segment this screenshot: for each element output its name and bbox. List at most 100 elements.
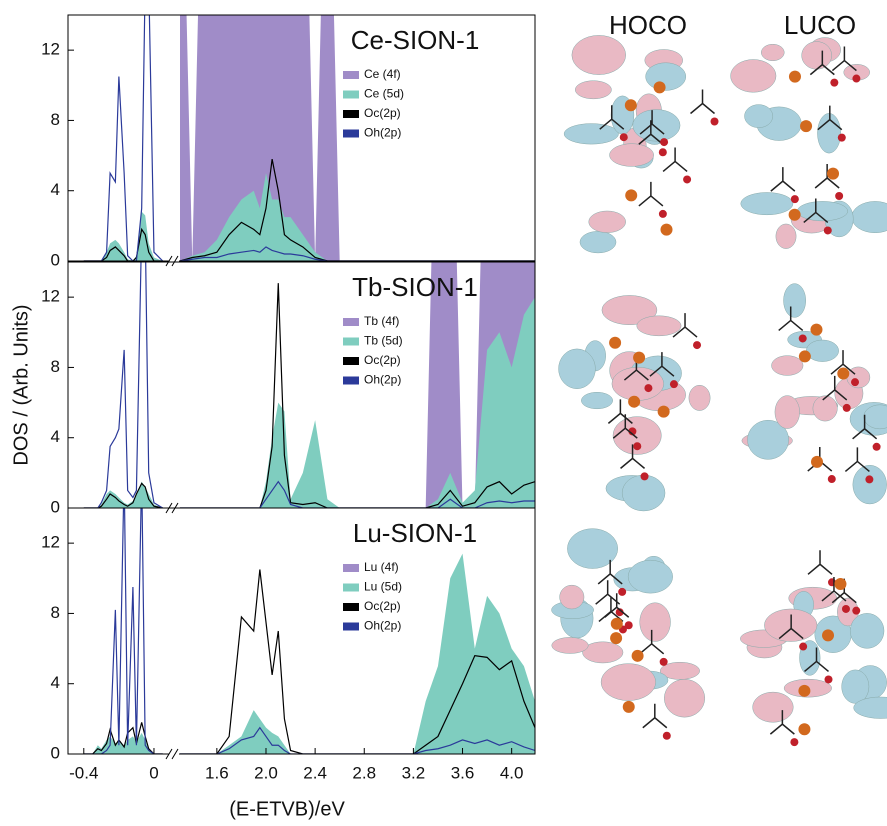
axis-break-gap <box>169 257 179 265</box>
orbital-lobe <box>863 404 887 430</box>
orbital-lobe <box>588 210 626 233</box>
bond <box>803 198 829 224</box>
bond <box>778 614 804 640</box>
y-tick-label: 8 <box>51 603 60 622</box>
orbital-lobe <box>582 641 624 664</box>
dos-area <box>83 732 163 754</box>
orbital-lobe <box>571 35 626 75</box>
orbital-header: HOCO <box>609 10 687 40</box>
bond <box>844 447 870 472</box>
bond <box>822 375 848 401</box>
bond <box>814 163 840 189</box>
plot-area <box>83 508 535 754</box>
dos-line <box>83 482 163 508</box>
legend-label: Tb (5d) <box>364 334 403 348</box>
orbital-lobe <box>627 559 673 594</box>
orbital-lobe <box>567 528 618 569</box>
legend-label: Oc(2p) <box>364 106 401 120</box>
metal-atom <box>610 632 623 645</box>
bond <box>638 181 664 207</box>
orbital-lobe <box>621 474 666 512</box>
orbital-lobe <box>853 696 887 719</box>
metal-atom <box>837 367 850 380</box>
bond <box>778 306 804 332</box>
y-tick-label: 4 <box>51 673 60 692</box>
y-tick-label: 4 <box>51 180 60 199</box>
orbital-lobe <box>609 143 654 167</box>
x-tick-label: 3.6 <box>451 763 475 782</box>
dos-area <box>83 211 163 261</box>
dos-area <box>83 481 163 508</box>
plot-area <box>83 262 535 508</box>
orbital-lobe <box>744 104 774 128</box>
atom <box>615 608 624 617</box>
orbital-lobe <box>601 295 658 325</box>
metal-atom <box>798 723 811 736</box>
atom <box>852 74 861 83</box>
dos-line <box>179 158 535 261</box>
metal-atom <box>798 350 811 363</box>
orbital-lobe <box>639 602 671 642</box>
orbital-lobe <box>559 584 585 610</box>
bond <box>642 703 668 729</box>
legend-swatch <box>343 71 359 79</box>
bond <box>597 559 623 585</box>
legend-label: Oh(2p) <box>364 619 401 633</box>
orbital-lobe <box>775 223 797 249</box>
atom <box>659 657 668 666</box>
bond <box>662 147 688 173</box>
bond <box>672 313 698 338</box>
axis-break-gap <box>169 750 179 758</box>
orbital-lobe <box>761 43 785 61</box>
metal-atom <box>625 189 638 202</box>
orbital-lobe <box>688 384 711 411</box>
dos-line <box>83 262 164 508</box>
orbital-header: LUCO <box>784 10 856 40</box>
x-tick-label: 2.0 <box>254 763 278 782</box>
bond <box>620 444 646 469</box>
orbital-image <box>563 35 719 254</box>
orbital-lobe <box>581 392 613 410</box>
orbital-image <box>730 37 887 249</box>
metal-atom <box>657 405 670 418</box>
legend-label: Oc(2p) <box>364 599 401 613</box>
orbital-lobe <box>747 419 789 460</box>
atom <box>865 475 874 484</box>
bond <box>649 352 675 377</box>
panel-title: Tb-SION-1 <box>352 272 478 302</box>
metal-atom <box>810 323 823 336</box>
orbital-lobe <box>563 123 619 145</box>
dos-area <box>180 553 535 754</box>
metal-atom <box>810 455 823 468</box>
dos-line <box>83 508 163 754</box>
legend-swatch <box>343 564 359 572</box>
atom <box>640 472 649 481</box>
legend-label: Ce (4f) <box>364 67 401 81</box>
plot-area <box>83 15 535 261</box>
bond <box>807 550 833 575</box>
atom <box>624 621 633 630</box>
x-tick-label: -0.4 <box>69 763 98 782</box>
metal-atom <box>610 617 623 630</box>
dos-area <box>180 262 535 508</box>
x-tick-label: 1.6 <box>205 763 229 782</box>
metal-atom <box>827 167 840 180</box>
atom <box>852 606 861 615</box>
dos-area <box>180 297 535 508</box>
legend-swatch <box>343 318 359 326</box>
orbital-image <box>740 550 887 747</box>
metal-atom <box>622 700 635 713</box>
y-tick-label: 12 <box>41 533 60 552</box>
metal-atom <box>798 684 811 697</box>
bond <box>595 580 621 605</box>
atom <box>669 380 678 389</box>
atom <box>662 731 671 740</box>
legend-swatch <box>343 583 359 592</box>
orbital-images <box>551 35 887 747</box>
x-tick-label: 4.0 <box>500 763 524 782</box>
bond <box>607 399 633 424</box>
legend-label: Oc(2p) <box>364 353 401 367</box>
atom <box>790 738 799 747</box>
y-tick-label: 8 <box>51 357 60 376</box>
atom <box>693 341 702 350</box>
